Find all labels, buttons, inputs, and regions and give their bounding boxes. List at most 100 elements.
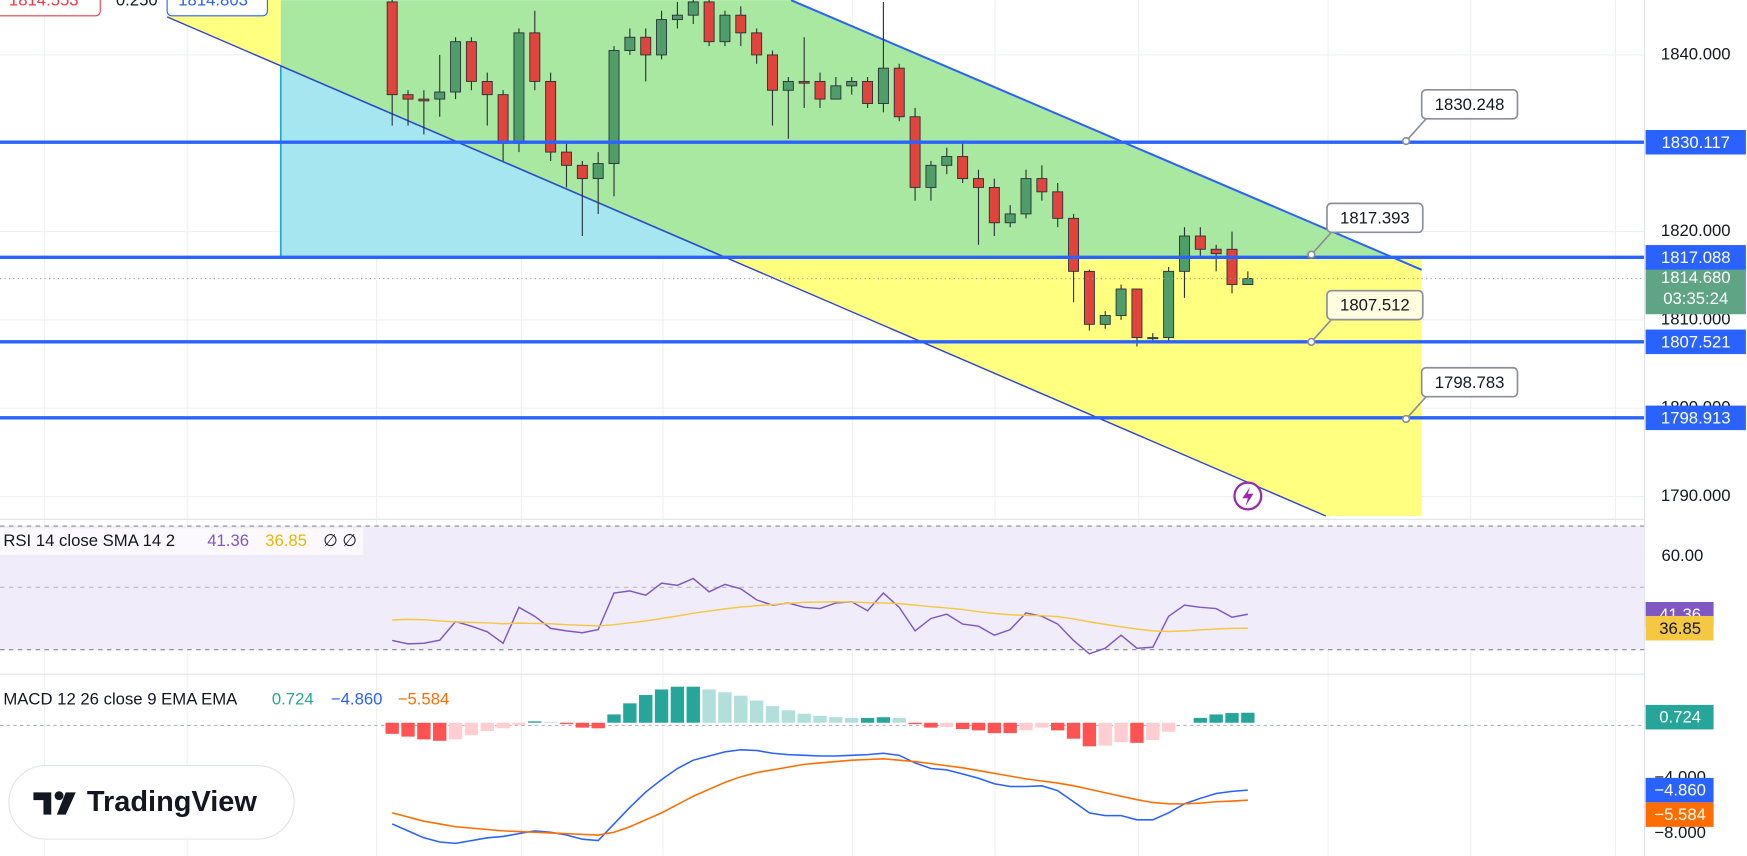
bid-box <box>0 0 101 17</box>
histogram-bar <box>670 686 685 723</box>
rsi-title: RSI 14 close SMA 14 2 <box>3 531 175 550</box>
histogram-bar <box>813 715 827 723</box>
candle-body <box>1020 178 1032 215</box>
level-tag <box>1645 329 1746 355</box>
histogram-bar <box>908 722 922 725</box>
histogram-bar <box>1003 722 1017 734</box>
value-tag-label: −4.860 <box>1654 781 1706 800</box>
callout-anchor <box>1401 136 1411 146</box>
histogram-bar <box>543 722 558 723</box>
candle-body <box>450 41 462 93</box>
callout-label: 1798.783 <box>1435 373 1505 392</box>
rsi-value: 41.36 <box>207 531 249 550</box>
logo-text: TradingView <box>87 786 257 818</box>
macd-pane <box>0 686 1645 845</box>
legend-bg <box>0 528 364 556</box>
level-tag <box>1645 405 1746 431</box>
channel-upper-line <box>790 0 1423 271</box>
callout-pointer <box>1310 319 1333 343</box>
candles <box>386 0 1254 347</box>
histogram-bar <box>686 686 700 723</box>
rsi-extra: ∅ ∅ <box>323 531 357 550</box>
value-tag <box>1645 802 1714 827</box>
histogram-bar <box>1066 722 1081 739</box>
value-tag-label: 0.724 <box>1659 708 1701 727</box>
candle-body <box>687 1 699 16</box>
value-tag-label: 36.85 <box>1659 619 1701 638</box>
histogram-bar <box>654 689 669 723</box>
histogram-bar <box>702 689 716 723</box>
candle-body <box>1068 217 1080 272</box>
candle-body <box>513 32 525 144</box>
candle-body <box>1242 278 1254 286</box>
candle-body <box>608 50 620 165</box>
callout-box <box>1420 366 1519 398</box>
histogram-bar <box>749 700 764 723</box>
candle-body <box>751 32 763 56</box>
callout-pointer <box>1405 118 1427 142</box>
candle-body <box>798 80 810 84</box>
histogram-bar <box>464 722 479 736</box>
candle-body <box>671 14 683 21</box>
histogram-bar <box>1225 713 1239 723</box>
histogram-bar <box>734 695 748 723</box>
histogram-bar <box>1098 722 1112 746</box>
bid: 1814.553 <box>9 0 79 10</box>
histogram-bar <box>1035 722 1049 728</box>
histogram-bar <box>480 722 494 732</box>
candle-body <box>497 94 509 144</box>
candle-body <box>1210 248 1222 255</box>
histogram-bar <box>1241 712 1255 723</box>
histogram-bar <box>448 722 463 740</box>
histogram-bar <box>924 722 938 728</box>
histogram-bar <box>417 722 431 740</box>
histogram-bar <box>1051 722 1065 731</box>
value-tag <box>1645 704 1714 730</box>
callout-label: 1817.393 <box>1340 208 1410 227</box>
candle-body <box>465 41 477 82</box>
candle-body <box>481 80 493 96</box>
candle-body <box>1083 270 1095 325</box>
histogram-bar <box>765 706 780 723</box>
candle-body <box>1052 191 1064 219</box>
rsi-line <box>392 601 1248 633</box>
candle-body <box>767 54 778 91</box>
histogram-bar <box>639 695 653 723</box>
candle-body <box>402 94 414 100</box>
rsi-sma-value: 36.85 <box>265 531 307 550</box>
callout-box <box>1326 289 1424 321</box>
candle-body <box>1036 178 1048 193</box>
candle-body <box>735 14 747 34</box>
candle-body <box>561 151 572 166</box>
level-tag-label: 1817.088 <box>1661 248 1731 267</box>
alert-icon <box>1233 481 1263 511</box>
y-tick-label: 60.00 <box>1661 546 1703 565</box>
candle-body <box>782 80 794 91</box>
candle-body <box>1179 235 1190 272</box>
candle-body <box>909 116 921 188</box>
y-tick-label: −8.000 <box>1654 823 1706 842</box>
green-zone <box>280 0 1393 258</box>
candle-body <box>941 156 953 166</box>
histogram-bar <box>528 721 542 723</box>
level-tag-label: 1830.117 <box>1662 133 1730 152</box>
histogram-bar <box>781 710 796 723</box>
histogram-bar <box>987 722 1002 734</box>
candle-body <box>592 163 604 180</box>
candle-body <box>656 19 668 56</box>
candle-body <box>624 36 636 51</box>
histogram-bar <box>575 722 590 728</box>
candle-body <box>1226 248 1238 286</box>
callout-box <box>1326 202 1424 234</box>
candle-body <box>640 36 652 56</box>
macd-line <box>391 758 1248 836</box>
candle-body <box>846 80 858 87</box>
histogram-bar <box>512 722 526 725</box>
histogram-bar <box>940 722 954 727</box>
candle-body <box>434 91 446 100</box>
candle-body <box>1147 337 1159 340</box>
histogram-bar <box>860 717 875 723</box>
candle-body <box>862 80 874 104</box>
channel-lower-line <box>166 16 1327 517</box>
